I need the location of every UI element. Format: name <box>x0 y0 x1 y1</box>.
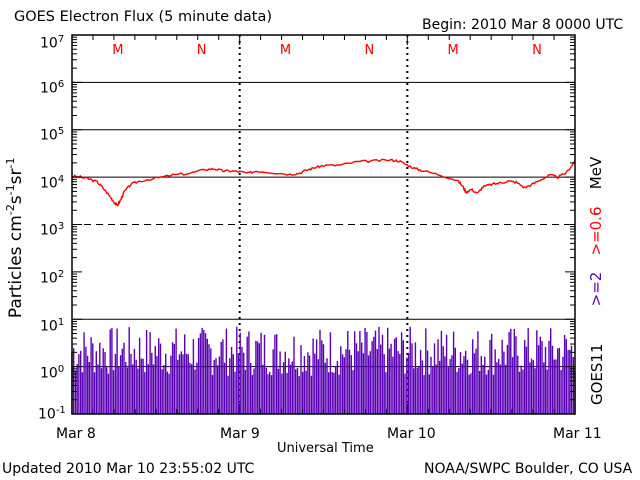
y-tick-exp-3: 103 <box>40 221 65 239</box>
mn-marker-4: M <box>448 43 459 58</box>
energy-unit: MeV <box>587 156 605 190</box>
axis-ticks <box>71 35 576 415</box>
energy-label-0-6: >=0.6 <box>587 206 605 256</box>
begin-date: Begin: 2010 Mar 8 0000 UTC <box>422 17 624 33</box>
y-tick-exp-6: 106 <box>40 79 65 97</box>
y-tick-exp-1: 101 <box>40 317 65 335</box>
y-tick-exp-2: 102 <box>40 269 65 287</box>
y-tick-exp-4: 104 <box>40 174 65 192</box>
mn-marker-3: N <box>364 43 374 58</box>
x-axis-label: Universal Time <box>277 441 374 456</box>
x-tick-0: Mar 8 <box>56 426 96 442</box>
y-tick-exp-7: 107 <box>40 34 65 52</box>
x-tick-2: Mar 10 <box>387 426 436 442</box>
series-2mev-line <box>71 158 576 207</box>
y-tick-exp-5: 105 <box>40 126 65 144</box>
mn-marker-5: N <box>532 43 542 58</box>
credit: NOAA/SWPC Boulder, CO USA <box>424 461 633 477</box>
series-0-6mev-line <box>71 326 576 414</box>
energy-label-2: >=2 <box>587 271 605 307</box>
mn-marker-1: N <box>197 43 207 58</box>
y-tick-exp-0: 100 <box>40 364 65 382</box>
series-2mev <box>71 158 576 207</box>
y-tick-exp--1: 10-1 <box>38 405 66 423</box>
x-tick-1: Mar 9 <box>220 426 260 442</box>
mn-marker-2: M <box>280 43 291 58</box>
x-tick-3: Mar 11 <box>553 426 602 442</box>
satellite-label: GOES11 <box>588 343 606 405</box>
chart-title: GOES Electron Flux (5 minute data) <box>14 9 273 25</box>
mn-marker-0: M <box>112 43 123 58</box>
y-axis-label: Particles cm-2s-1sr-1 <box>4 157 26 319</box>
series-0-6mev <box>71 326 576 414</box>
updated-time: Updated 2010 Mar 10 23:55:02 UTC <box>2 461 255 477</box>
